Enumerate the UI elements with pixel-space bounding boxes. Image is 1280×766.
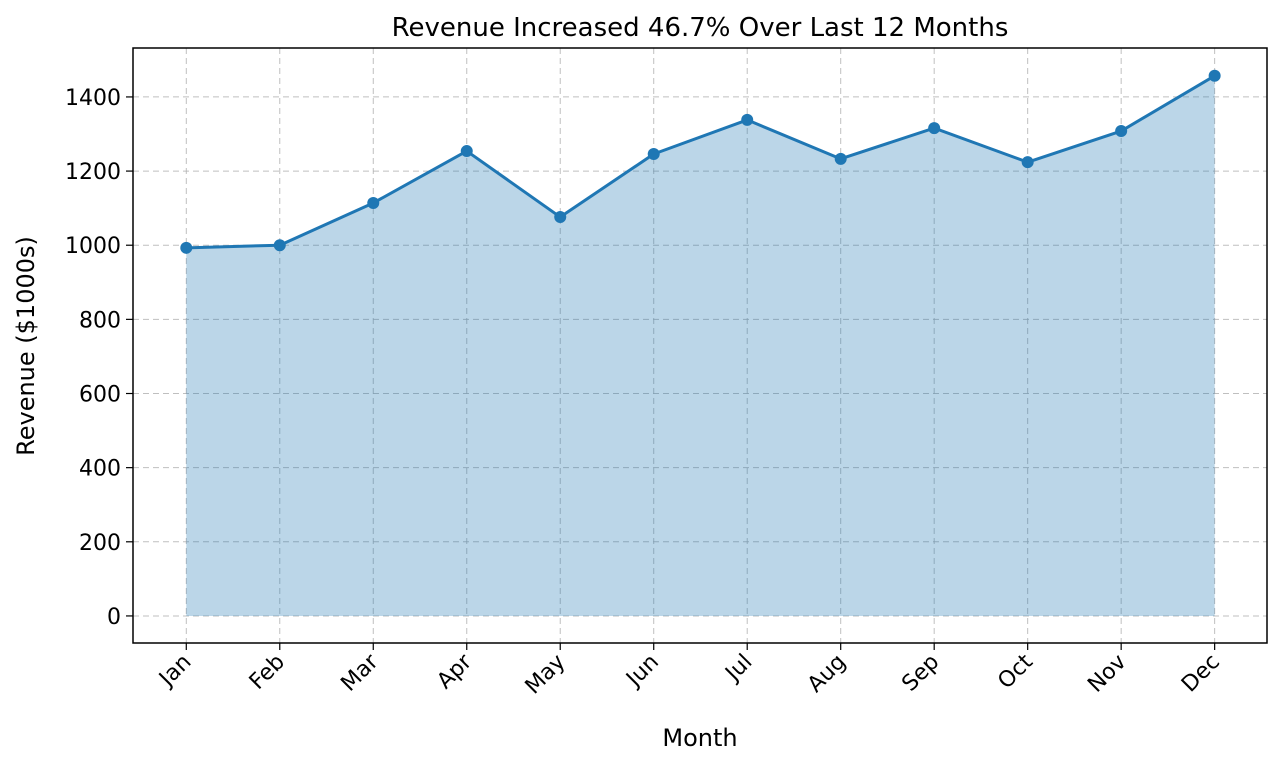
x-tick-label: Dec: [1177, 650, 1225, 698]
data-point-jul: [741, 113, 754, 126]
marks: [180, 69, 1221, 254]
revenue-area: [186, 75, 1215, 616]
x-axis: Jan Feb Mar Apr May Jun Jul Aug Sep Oct Nov Dec: [153, 643, 1225, 700]
chart-title: Revenue Increased 46.7% Over Last 12 Mon…: [392, 13, 1009, 43]
x-tick-label: Apr: [432, 649, 477, 694]
revenue-line: [186, 74, 1216, 250]
x-tick-label: Feb: [245, 650, 290, 695]
x-tick-label: Jul: [720, 650, 758, 688]
data-point-jun: [647, 148, 660, 161]
area-layer: [186, 75, 1215, 616]
data-point-sep: [928, 122, 941, 135]
data-point-nov: [1115, 125, 1128, 138]
y-tick-label: 200: [79, 531, 121, 556]
y-tick-label: 600: [79, 383, 121, 408]
x-tick-label: Aug: [803, 650, 851, 698]
x-tick-label: Nov: [1083, 650, 1131, 698]
data-point-mar: [367, 196, 380, 209]
x-tick-label: Sep: [897, 650, 944, 697]
data-point-feb: [273, 239, 286, 252]
y-tick-label: 400: [79, 457, 121, 482]
x-tick-label: Mar: [336, 649, 384, 697]
data-point-jan: [180, 241, 193, 254]
y-tick-label: 1200: [65, 160, 121, 185]
x-tick-label: Oct: [993, 649, 1038, 694]
data-point-aug: [834, 152, 847, 165]
x-tick-label: Jun: [621, 650, 664, 693]
y-axis-label: Revenue ($1000s): [12, 236, 40, 456]
data-point-apr: [460, 145, 473, 158]
x-tick-label: Jan: [153, 650, 196, 693]
y-tick-label: 1000: [65, 234, 121, 259]
x-axis-label: Month: [662, 724, 737, 752]
x-tick-label: May: [521, 650, 571, 700]
data-point-dec: [1208, 69, 1221, 82]
y-tick-label: 800: [79, 308, 121, 333]
data-point-oct: [1021, 156, 1034, 169]
y-axis: 0 200 400 600 800 1000 1200 1400: [65, 86, 133, 630]
grid: [133, 48, 1267, 643]
y-tick-label: 0: [107, 605, 121, 630]
data-point-may: [554, 211, 567, 224]
plot-frame: [132, 47, 1268, 644]
y-tick-label: 1400: [65, 86, 121, 111]
